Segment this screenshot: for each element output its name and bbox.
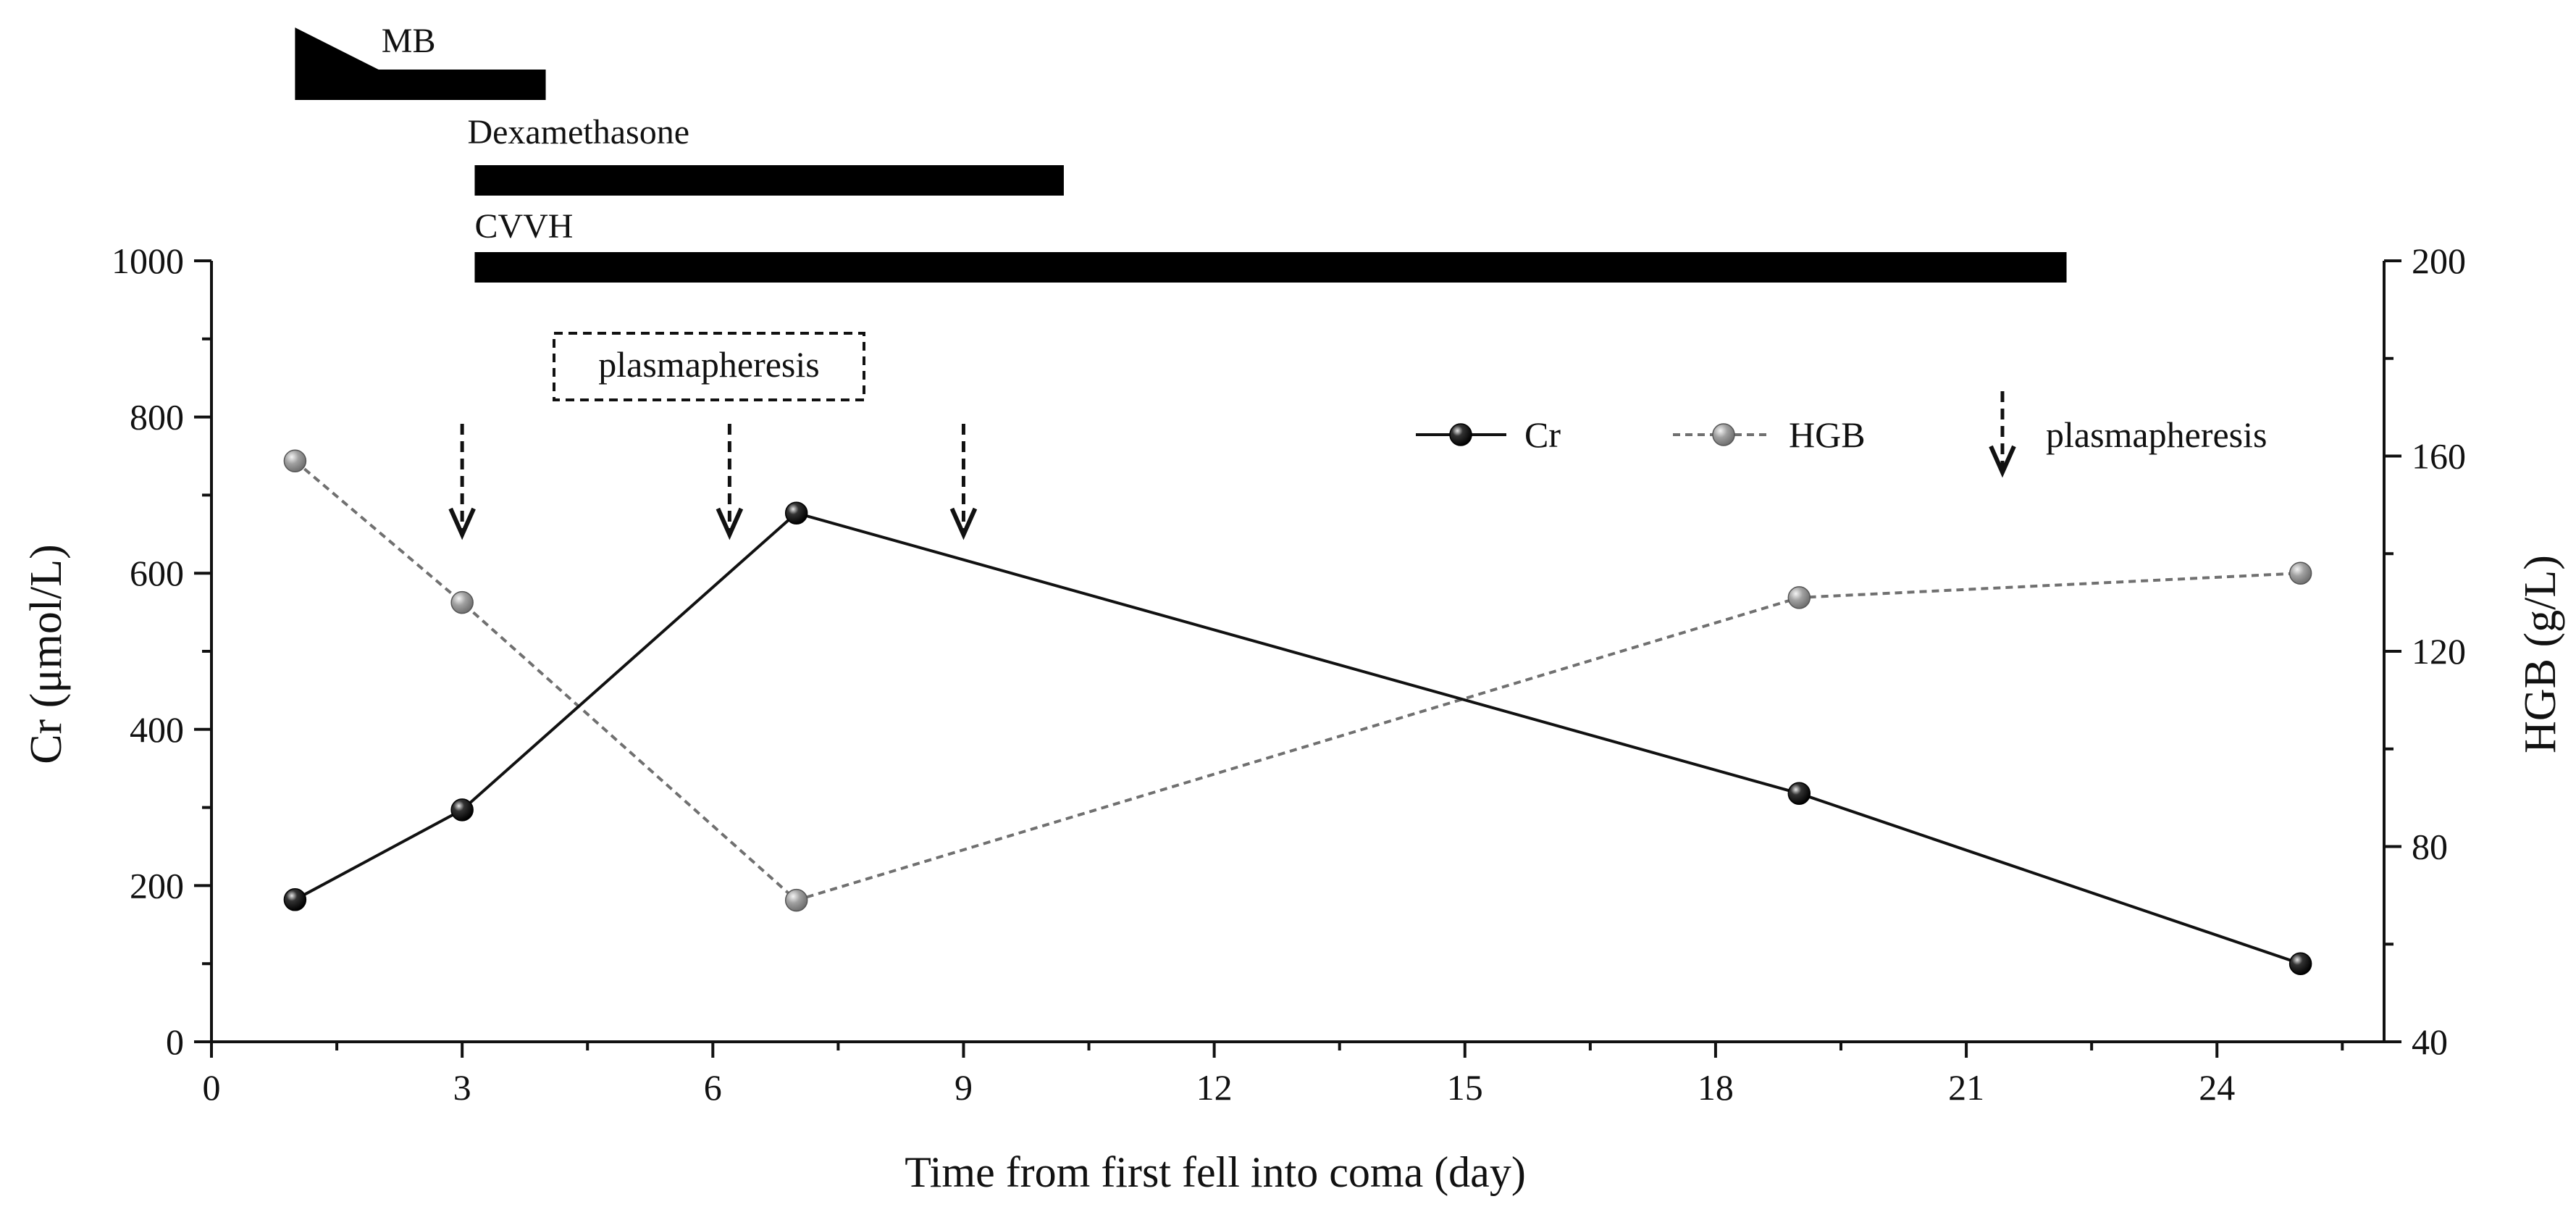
x-tick-label: 6 <box>704 1067 722 1108</box>
series-line-hgb <box>294 459 2301 902</box>
arrow-head <box>716 507 744 540</box>
data-point-cr <box>283 888 307 911</box>
legend-label-plasmapheresis: plasmapheresis <box>2046 414 2267 455</box>
data-point-cr <box>450 798 474 822</box>
x-tick-label: 12 <box>1196 1067 1233 1108</box>
plasmapheresis-arrow <box>716 424 744 540</box>
legend-arrow-plasmapheresis <box>1989 391 2016 478</box>
data-point-cr <box>784 501 808 525</box>
data-point-hgb <box>450 590 474 614</box>
y-axis-title-left: Cr (μmol/L) <box>22 544 71 764</box>
y-right-tick-label: 200 <box>2412 241 2466 281</box>
y-right-tick-label: 40 <box>2412 1021 2448 1062</box>
x-axis-title: Time from first fell into coma (day) <box>905 1148 1526 1196</box>
plasmapheresis-arrow <box>448 424 476 540</box>
y-right-tick-label: 160 <box>2412 436 2466 477</box>
y-left-tick-label: 600 <box>130 553 184 593</box>
treatment-label-mb: MB <box>382 22 436 60</box>
y-left-tick-label: 1000 <box>112 241 184 281</box>
legend-marker-hgb <box>1712 423 1735 446</box>
y-left-tick-label: 0 <box>166 1021 184 1062</box>
x-tick-label: 21 <box>1948 1067 1984 1108</box>
x-tick-label: 24 <box>2199 1067 2235 1108</box>
data-point-hgb <box>283 449 307 472</box>
plasmapheresis-arrows <box>448 424 978 540</box>
arrow-head <box>448 507 476 540</box>
data-point-hgb <box>2288 561 2312 585</box>
data-point-cr <box>1787 782 1811 805</box>
legend-marker-cr <box>1449 423 1472 446</box>
y-left-tick-label: 800 <box>130 397 184 438</box>
treatment-label-cvvh: CVVH <box>474 207 573 246</box>
x-tick-label: 9 <box>955 1067 973 1108</box>
arrow-head <box>949 507 978 540</box>
x-tick-label: 0 <box>203 1067 221 1108</box>
data-point-cr <box>2288 952 2312 975</box>
y-left-tick-label: 200 <box>130 865 184 906</box>
series-line-cr <box>294 511 2302 966</box>
plasmapheresis-arrow <box>949 424 978 540</box>
treatment-bars: MB Dexamethasone CVVH <box>295 22 2067 283</box>
plasmapheresis-annotation: plasmapheresis <box>553 332 865 401</box>
series-layer <box>283 449 2312 975</box>
x-tick-label: 18 <box>1698 1067 1734 1108</box>
y-left-tick-label: 400 <box>130 709 184 750</box>
treatment-label-dexamethasone: Dexamethasone <box>467 113 689 151</box>
axes: 0 3 6 9 12 15 18 21 24 0 200 400 600 800 1000 40 80 120 16… <box>112 241 2466 1108</box>
y-right-tick-label: 80 <box>2412 827 2448 867</box>
legend-label-cr: Cr <box>1524 414 1561 455</box>
annotation-label: plasmapheresis <box>598 344 819 385</box>
arrow-head <box>1989 445 2016 478</box>
treatment-bar-dexamethasone <box>474 165 1064 196</box>
data-point-hgb <box>1787 586 1811 609</box>
data-point-hgb <box>784 888 808 912</box>
legend: Cr HGB plasmapheresis <box>1416 391 2267 478</box>
treatment-bar-mb <box>295 28 546 100</box>
y-axis-title-right: HGB (g/L) <box>2516 555 2565 753</box>
x-tick-label: 15 <box>1447 1067 1483 1108</box>
legend-label-hgb: HGB <box>1789 414 1866 455</box>
x-tick-label: 3 <box>453 1067 471 1108</box>
treatment-bar-cvvh <box>474 252 2067 283</box>
y-right-tick-label: 120 <box>2412 631 2466 672</box>
